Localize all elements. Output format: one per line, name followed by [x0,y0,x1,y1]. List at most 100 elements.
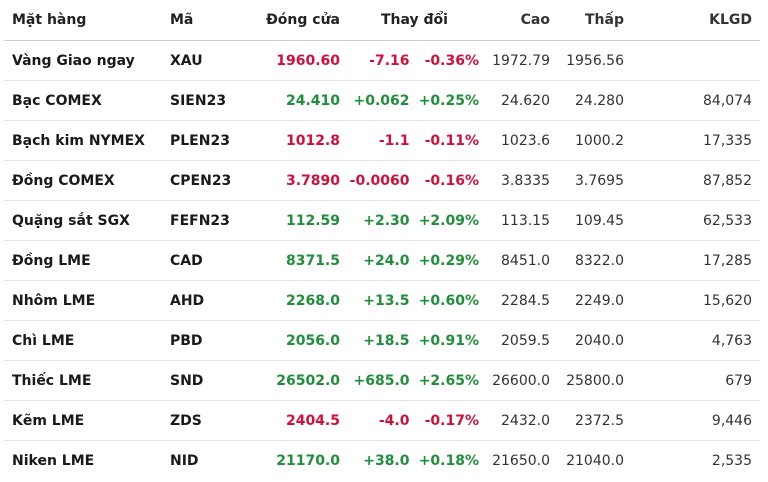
cell-low: 109.45 [550,200,624,241]
cell-change-percent: -0.36% [409,40,479,81]
cell-change-percent: +0.91% [409,320,479,361]
cell-code: SND [162,360,242,401]
cell-high: 113.15 [479,200,550,241]
cell-high: 2432.0 [479,400,550,441]
cell-low: 8322.0 [550,240,624,281]
header-code[interactable]: Mã [162,0,242,41]
cell-close-price: 3.7890 [242,160,340,201]
cell-change-percent: +0.18% [418,452,479,469]
cell-change: +18.5 [340,320,410,361]
cell-code: SIEN23 [162,80,242,121]
cell-close-price: 21170.0 [276,452,340,469]
cell-code: NID [170,452,199,469]
cell-change: +685.0 [340,360,410,401]
cell-commodity-name: Bạc COMEX [4,80,162,121]
cell-volume: 679 [624,360,760,401]
cell-commodity-name: Đồng LME [4,240,162,281]
cell-low: 2372.5 [550,400,624,441]
table-row[interactable]: Đồng LME CAD 8371.5 +24.0 +0.29% 8451.0 8322.0… [4,240,760,281]
cell-commodity-name: Bạch kim NYMEX [4,120,162,161]
cell-code: XAU [162,40,242,81]
cell-high: 1972.79 [479,40,550,81]
cell-code: PBD [162,320,242,361]
cell-code: CPEN23 [162,160,242,201]
cell-close-price: 2056.0 [242,320,340,361]
cell-volume: 87,852 [624,160,760,201]
cell-change-percent: +0.29% [409,240,479,281]
cell-code: AHD [162,280,242,321]
cell-change: -4.0 [340,400,410,441]
cell-low: 2040.0 [550,320,624,361]
cell-high: 2284.5 [479,280,550,321]
cell-close-price: 112.59 [242,200,340,241]
cell-change: +38.0 [363,452,410,469]
cell-commodity-name: Kẽm LME [4,400,162,441]
header-low[interactable]: Thấp [550,0,624,41]
table-row[interactable]: Vàng Giao ngay XAU 1960.60 -7.16 -0.36% 1972.… [4,40,760,81]
cell-close-price: 1012.8 [242,120,340,161]
cell-commodity-name: Thiếc LME [4,360,162,401]
header-volume[interactable]: KLGD [624,0,760,41]
cell-change: +24.0 [340,240,410,281]
cell-volume: 84,074 [624,80,760,121]
cell-high: 1023.6 [479,120,550,161]
cell-commodity-name: Vàng Giao ngay [4,40,162,81]
cell-close-price: 8371.5 [242,240,340,281]
header-commodity[interactable]: Mặt hàng [4,0,162,41]
cell-volume: 17,335 [624,120,760,161]
cell-change-percent: +2.09% [409,200,479,241]
cell-change-percent: +0.60% [409,280,479,321]
table-row[interactable]: Bạch kim NYMEX PLEN23 1012.8 -1.1 -0.11% 1023… [4,120,760,161]
table-row[interactable]: Quặng sắt SGX FEFN23 112.59 +2.30 +2.09% 113.… [4,200,760,241]
cell-code: ZDS [162,400,242,441]
cell-change: +2.30 [340,200,410,241]
cell-volume: 4,763 [624,320,760,361]
cell-low: 24.280 [550,80,624,121]
header-close[interactable]: Đóng cửa [242,0,340,41]
table-row[interactable]: Thiếc LME SND 26502.0 +685.0 +2.65% 26600.0 25… [4,360,760,401]
cell-change-percent: +0.25% [409,80,479,121]
cell-commodity-name: Niken LME [12,452,95,469]
cell-volume: 9,446 [624,400,760,441]
cell-change: -1.1 [340,120,410,161]
cell-code: PLEN23 [162,120,242,161]
cell-close-price: 2268.0 [242,280,340,321]
table-row[interactable]: Kẽm LME ZDS 2404.5 -4.0 -0.17% 2432.0 2372.5 9,… [4,400,760,441]
cell-code: FEFN23 [162,200,242,241]
cell-high: 21650.0 [492,452,550,469]
header-high[interactable]: Cao [479,0,550,41]
cell-commodity-name: Đồng COMEX [4,160,162,201]
cell-change: -7.16 [340,40,410,81]
cell-volume: 17,285 [624,240,760,281]
table-row[interactable]: Niken LME NID 21170.0 +38.0 +0.18% 21650.0 210… [4,441,760,481]
cell-change-percent: -0.16% [409,160,479,201]
table-row[interactable]: Nhôm LME AHD 2268.0 +13.5 +0.60% 2284.5 2249.0… [4,280,760,321]
cell-volume [624,40,760,81]
cell-commodity-name: Nhôm LME [4,280,162,321]
cell-low: 1956.56 [550,40,624,81]
cell-change-percent: +2.65% [409,360,479,401]
cell-close-price: 26502.0 [242,360,340,401]
cell-close-price: 2404.5 [242,400,340,441]
cell-low: 2249.0 [550,280,624,321]
cell-volume: 15,620 [624,280,760,321]
cell-high: 2059.5 [479,320,550,361]
cell-change: -0.0060 [340,160,410,201]
table-row[interactable]: Chì LME PBD 2056.0 +18.5 +0.91% 2059.5 2040.0 4… [4,320,760,361]
cell-high: 24.620 [479,80,550,121]
cell-low: 1000.2 [550,120,624,161]
cell-close-price: 1960.60 [242,40,340,81]
cell-code: CAD [162,240,242,281]
cell-volume: 2,535 [711,452,752,469]
cell-high: 8451.0 [479,240,550,281]
commodity-price-table: Mặt hàng Mã Đóng cửa Thay đổi Cao Thấp K… [4,0,760,480]
cell-commodity-name: Quặng sắt SGX [4,200,162,241]
table-row[interactable]: Đồng COMEX CPEN23 3.7890 -0.0060 -0.16% 3.833… [4,160,760,201]
header-change[interactable]: Thay đổi [340,0,479,41]
table-row[interactable]: Bạc COMEX SIEN23 24.410 +0.062 +0.25% 24.620 2… [4,80,760,121]
cell-change: +13.5 [340,280,410,321]
cell-change-percent: -0.17% [409,400,479,441]
cell-change-percent: -0.11% [409,120,479,161]
cell-low: 25800.0 [550,360,624,401]
cell-low: 21040.0 [566,452,624,469]
